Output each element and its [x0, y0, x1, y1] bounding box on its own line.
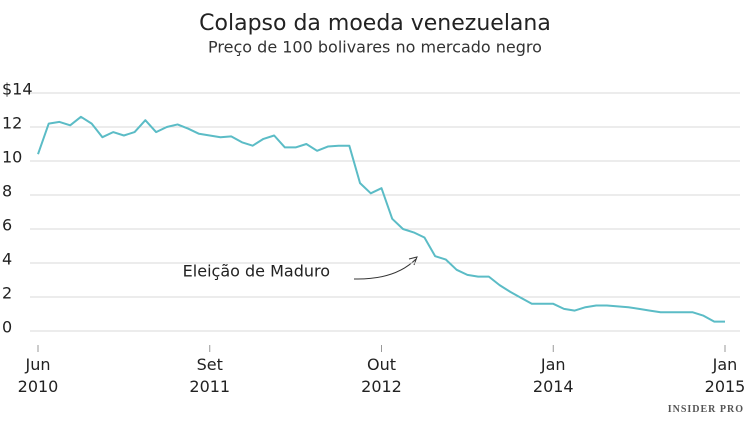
y-tick-label: 10	[2, 148, 22, 167]
x-tick-label: Set 2011	[189, 355, 230, 396]
source-logo: INSIDER PRO	[668, 404, 744, 415]
y-tick-label: 8	[2, 182, 12, 201]
annotation: Eleição de Maduro	[183, 262, 330, 281]
y-tick-label: 12	[2, 114, 22, 133]
y-tick-label: 0	[2, 318, 12, 337]
chart-title: Colapso da moeda venezuelana	[199, 11, 551, 36]
y-tick-label: 2	[2, 284, 12, 303]
x-tick-label: Jan 2014	[533, 355, 574, 396]
y-tick-label: 4	[2, 250, 12, 269]
arrow-head	[408, 256, 418, 266]
x-tick-label: Out 2012	[361, 355, 402, 396]
x-tick-label: Jan 2015	[705, 355, 746, 396]
x-tick-label: Jun 2010	[18, 355, 59, 396]
y-tick-label: 6	[2, 216, 12, 235]
chart-subtitle: Preço de 100 bolivares no mercado negro	[208, 38, 542, 57]
y-tick-label: $14	[2, 80, 33, 99]
annotation-arrow	[353, 258, 417, 280]
data-line	[37, 115, 725, 323]
